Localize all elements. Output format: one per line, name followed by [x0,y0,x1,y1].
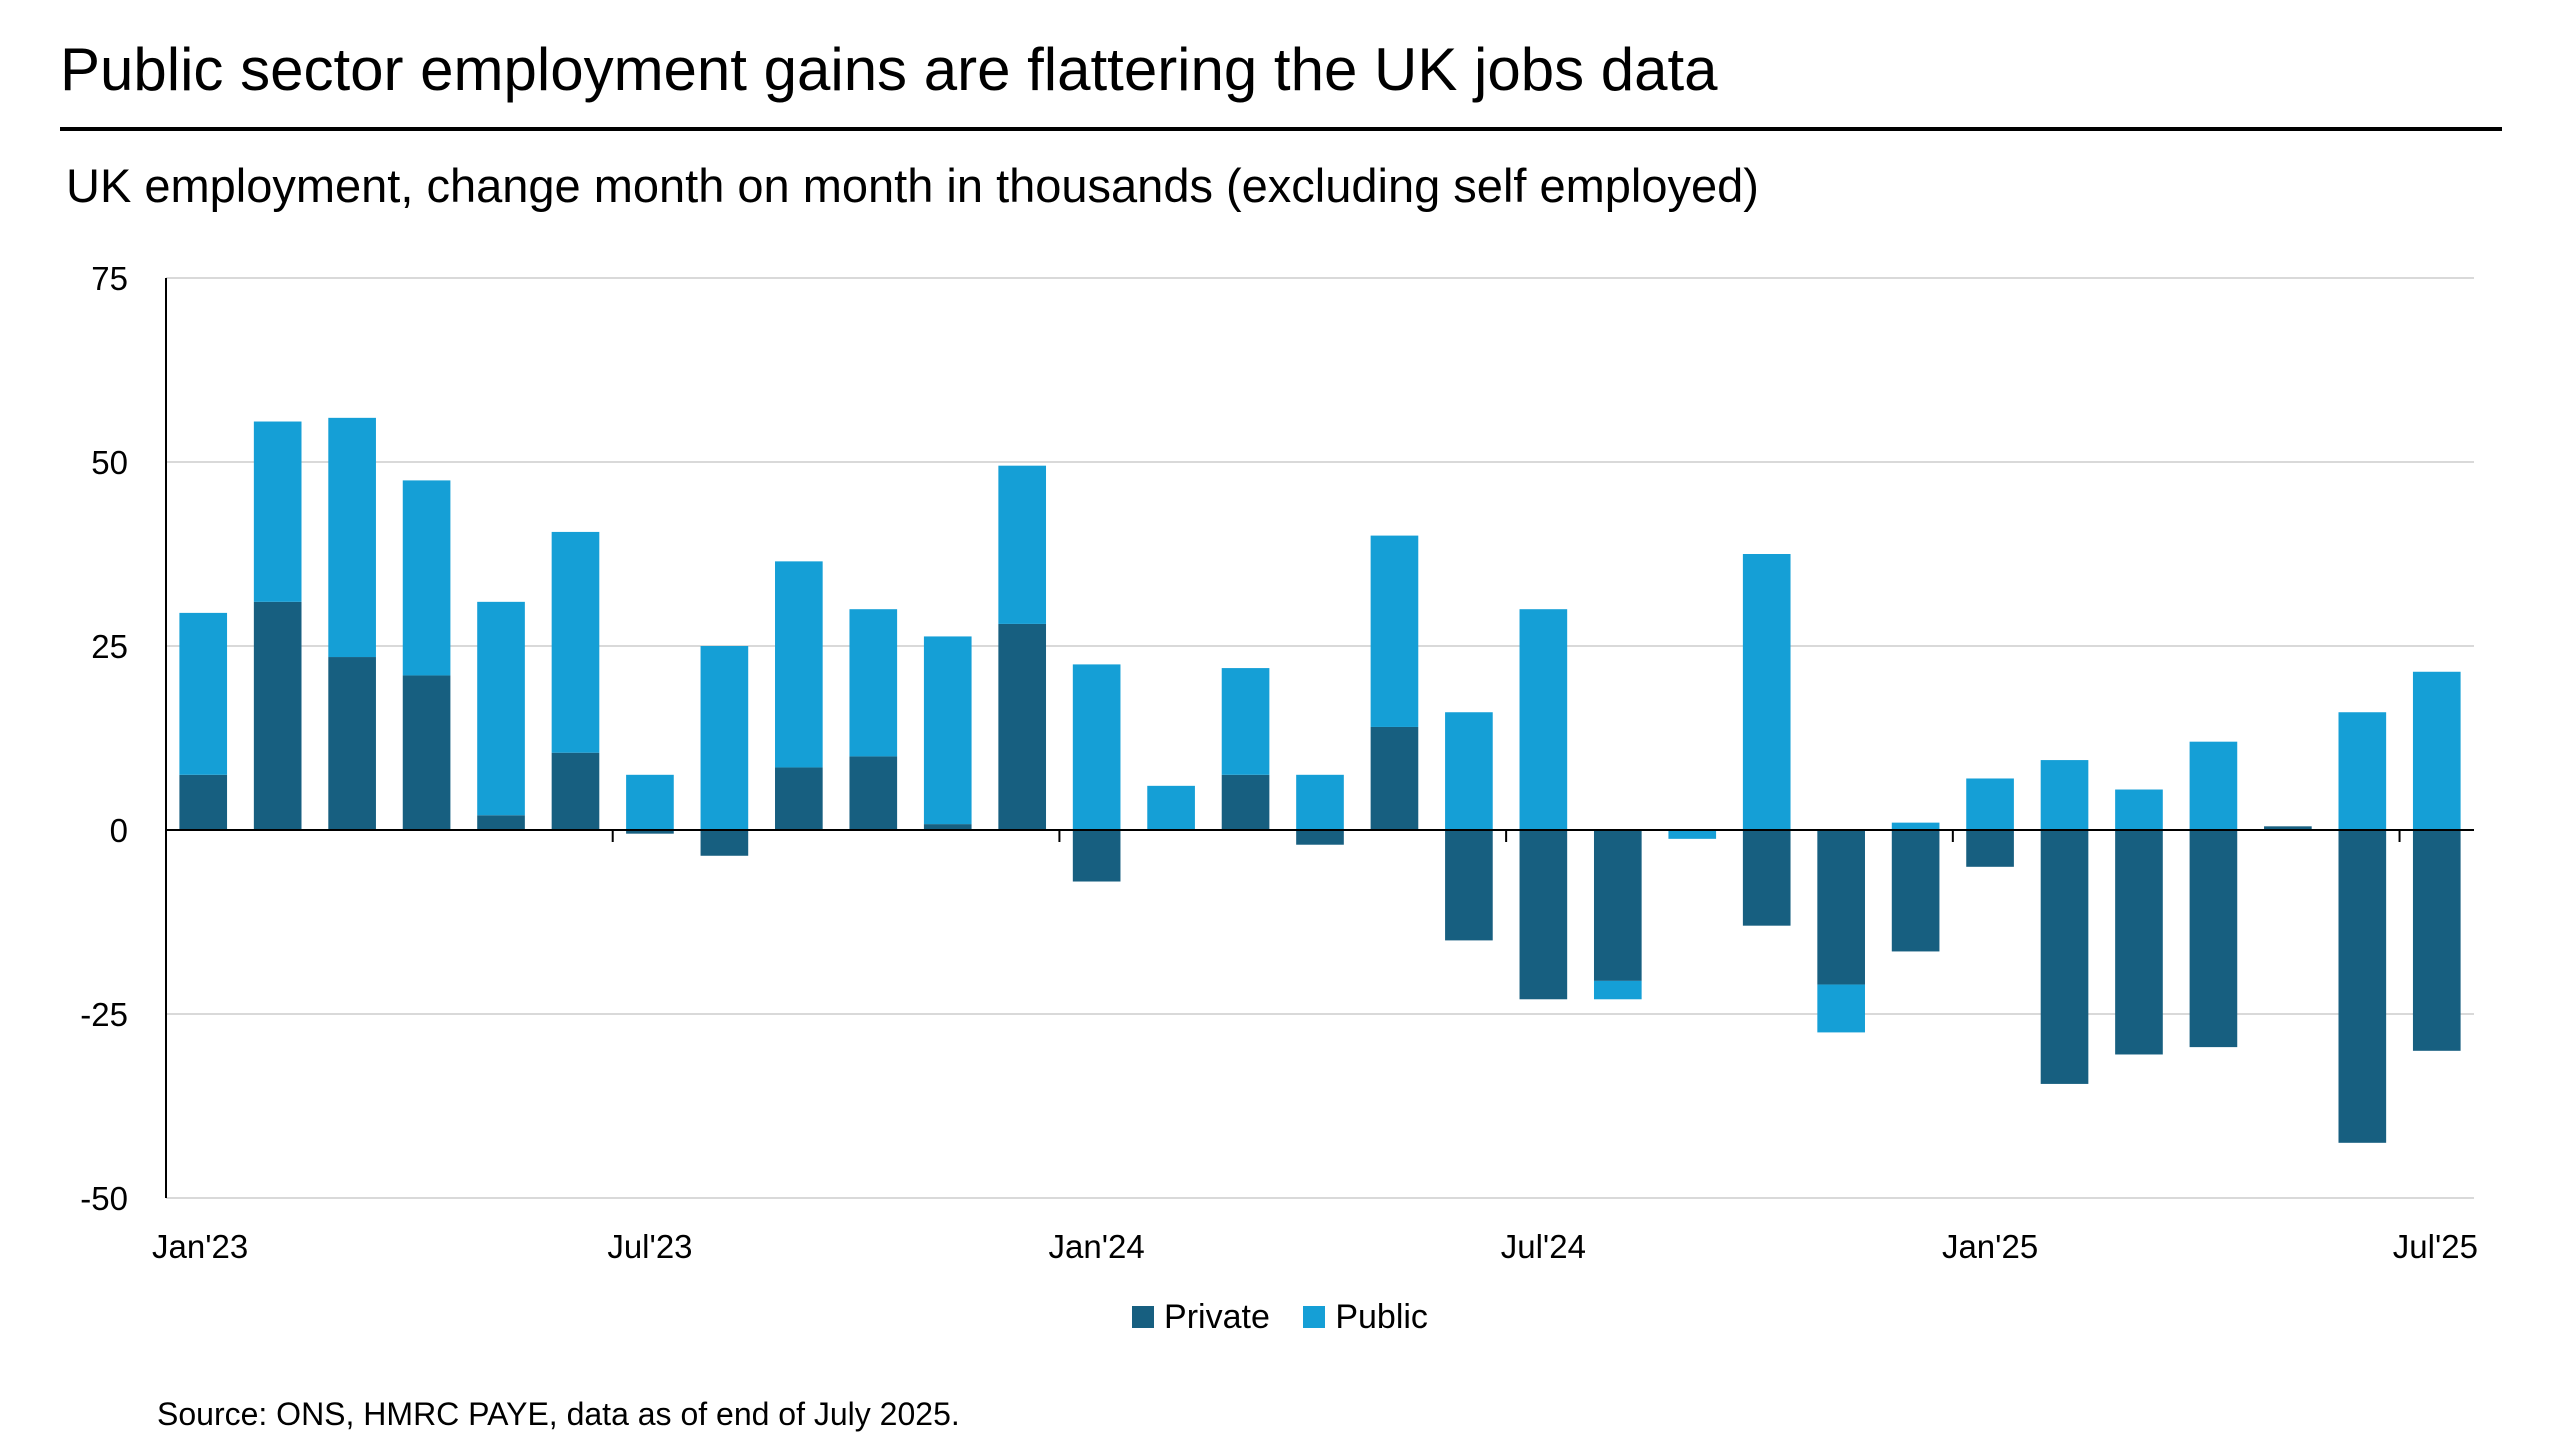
bar-private [2040,830,2089,1084]
x-tick-label: Jul'25 [2393,1228,2478,1265]
axes [165,278,2474,1198]
bar-public [1668,830,1717,839]
title-rule [60,127,2502,131]
bar-private [179,774,228,830]
bar-public [2412,671,2461,830]
bar-public [1519,609,1568,830]
bar-public [2338,712,2387,830]
bar-public [477,601,525,816]
source-note: Source: ONS, HMRC PAYE, data as of end o… [157,1396,960,1432]
bar-public [998,465,1047,624]
bar-private [1221,774,1270,830]
bar-private [2115,830,2163,1055]
bar-private [402,675,451,830]
y-tick-label: -50 [80,1180,128,1217]
bar-private [1742,830,1791,926]
bar-public [2189,741,2238,830]
bar-private [1519,830,1568,1000]
y-tick-label: 75 [91,260,128,297]
y-tick-label: 0 [110,812,128,849]
bar-public [923,636,972,825]
x-tick-label: Jul'24 [1501,1228,1586,1265]
bar-public [328,417,376,658]
legend: Private Public [0,1295,2560,1339]
bars [179,417,2461,1143]
bar-private [923,824,972,830]
bar-public [551,531,600,753]
y-tick-label: 50 [91,444,128,481]
bar-private [1593,830,1642,981]
bar-private [551,752,600,830]
bar-private [1370,726,1419,830]
x-tick-label: Jul'23 [607,1228,692,1265]
legend-swatch-private [1132,1306,1155,1328]
bar-private [626,830,674,834]
x-tick-label: Jan'25 [1942,1228,2038,1265]
bar-private [328,657,376,830]
bar-public [1742,554,1791,830]
bar-public [700,646,749,830]
y-axis-tick-labels: 75 50 25 0 -25 -50 [80,260,128,1217]
bar-public [1147,785,1195,830]
x-tick-label: Jan'24 [1049,1228,1145,1265]
bar-private [253,601,302,830]
bar-private [2338,830,2387,1143]
bar-public [1817,984,1865,1033]
bar-public [1221,668,1270,775]
legend-swatch-public [1303,1306,1326,1328]
bar-private [1445,830,1493,941]
bar-private [1296,830,1344,845]
bar-public [1072,664,1121,830]
bar-private [1966,830,2014,867]
chart-subtitle: UK employment, change month on month in … [66,159,1759,212]
bar-public [2040,760,2089,830]
bar-private [477,815,525,830]
legend-item-private: Private [1132,1295,1270,1339]
y-tick-label: 25 [91,628,128,665]
bar-public [1445,712,1493,830]
bar-private [998,623,1047,830]
bar-private [2412,830,2461,1051]
legend-label-public: Public [1335,1298,1428,1336]
bar-public [179,612,228,775]
x-axis-tick-labels: Jan'23 Jul'23 Jan'24 Jul'24 Jan'25 Jul'25 [152,1228,2478,1265]
bar-private [2264,826,2312,830]
bar-public [1370,535,1419,727]
bar-public [1296,774,1344,830]
gridlines [166,277,2474,1199]
bar-private [700,830,749,856]
bar-private [849,756,898,830]
bar-public [253,421,302,602]
y-tick-label: -25 [80,996,128,1033]
legend-label-private: Private [1164,1298,1270,1336]
bar-public [402,480,451,676]
x-tick-label: Jan'23 [152,1228,248,1265]
bar-private [2189,830,2238,1048]
bar-private [1072,830,1121,882]
bar-private [1891,830,1940,952]
chart-title: Public sector employment gains are flatt… [60,36,1718,103]
bar-public [1593,980,1642,1000]
bar-private [1817,830,1865,985]
bar-public [1891,822,1940,830]
bar-private [775,767,823,830]
bar-public [775,561,823,768]
bar-public [849,609,898,757]
bar-public [626,774,674,830]
legend-item-public: Public [1303,1295,1428,1339]
bar-public [2115,789,2163,830]
bar-public [1966,778,2014,830]
